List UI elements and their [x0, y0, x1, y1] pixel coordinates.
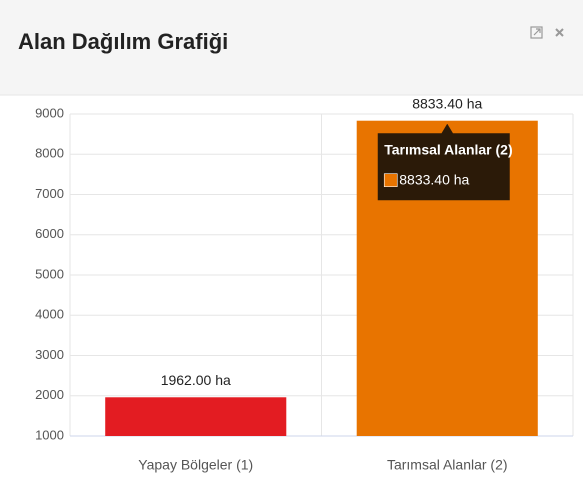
chart-title: Alan Dağılım Grafiği [18, 29, 228, 54]
x-tick-label: Yapay Bölgeler (1) [138, 457, 253, 473]
expand-icon[interactable] [530, 26, 543, 39]
y-tick-label: 1000 [35, 427, 64, 442]
close-icon[interactable] [555, 28, 564, 37]
y-tick-label: 9000 [35, 105, 64, 120]
tooltip-box [376, 121, 511, 202]
bar [105, 397, 287, 436]
y-tick-label: 7000 [35, 186, 64, 201]
tooltip-swatch [383, 173, 398, 188]
x-tick-label: Tarımsal Alanlar (2) [387, 457, 508, 473]
y-tick-label: 5000 [35, 266, 64, 281]
tooltip-value: 8833.40 ha [399, 171, 469, 187]
data-label: 8833.40 ha [412, 95, 482, 111]
data-label: 1962.00 ha [161, 372, 231, 388]
tooltip: Tarımsal Alanlar (2) 8833.40 ha [376, 121, 513, 202]
y-tick-label: 4000 [35, 307, 64, 322]
tooltip-title: Tarımsal Alanlar (2) [384, 141, 512, 157]
y-tick-label: 8000 [35, 146, 64, 161]
header-background [0, 0, 583, 95]
widget-header: Alan Dağılım Grafiği [0, 0, 583, 96]
y-tick-label: 3000 [35, 347, 64, 362]
y-tick-label: 6000 [35, 226, 64, 241]
y-tick-label: 2000 [35, 387, 64, 402]
